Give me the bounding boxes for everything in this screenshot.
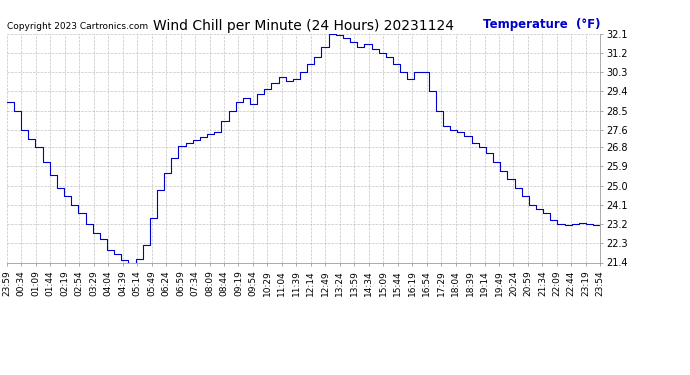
Text: Copyright 2023 Cartronics.com: Copyright 2023 Cartronics.com [7, 22, 148, 32]
Title: Wind Chill per Minute (24 Hours) 20231124: Wind Chill per Minute (24 Hours) 2023112… [153, 19, 454, 33]
Text: Temperature  (°F): Temperature (°F) [483, 18, 600, 32]
